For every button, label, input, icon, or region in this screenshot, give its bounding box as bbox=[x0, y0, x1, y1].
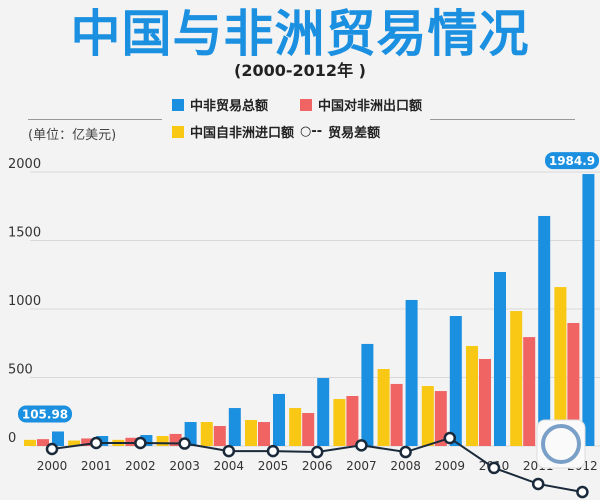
legend-balance: ○-- 贸易差额 bbox=[300, 122, 380, 141]
legend-import: 中国自非洲进口额 bbox=[172, 122, 294, 141]
total-bar bbox=[228, 408, 241, 446]
balance-point bbox=[487, 461, 501, 475]
balance-point bbox=[310, 445, 324, 459]
import-bar bbox=[156, 435, 169, 446]
total-bar bbox=[317, 378, 330, 446]
import-bar bbox=[200, 422, 213, 446]
total-bar bbox=[538, 215, 551, 446]
x-tick-label: 2000 bbox=[37, 459, 68, 473]
y-tick-label: 500 bbox=[8, 363, 33, 378]
export-bar bbox=[567, 322, 580, 446]
export-bar bbox=[523, 337, 536, 446]
import-bar bbox=[245, 419, 257, 446]
total-bar bbox=[494, 272, 506, 446]
x-tick-label: 2005 bbox=[258, 459, 289, 473]
balance-point bbox=[576, 485, 589, 499]
total-bar bbox=[140, 435, 153, 446]
legend-label: 中非贸易总额 bbox=[190, 99, 269, 114]
import-bar bbox=[466, 345, 478, 446]
import-bar bbox=[421, 385, 434, 446]
total-bar bbox=[52, 431, 64, 446]
total-bar bbox=[96, 435, 109, 446]
total-bar bbox=[405, 299, 418, 446]
export-bar bbox=[258, 422, 270, 446]
balance-point bbox=[134, 436, 147, 450]
legend-label: 中国自非洲进口额 bbox=[190, 126, 295, 141]
total-bar bbox=[273, 393, 285, 446]
export-bar bbox=[125, 437, 138, 446]
x-tick-label: 2001 bbox=[81, 459, 112, 473]
unit-label: (单位：亿美元) bbox=[28, 128, 117, 143]
y-tick-label: 0 bbox=[8, 431, 16, 446]
x-tick-label: 2009 bbox=[435, 459, 466, 473]
data-label: 105.98 bbox=[22, 407, 68, 421]
xinhua-logo-ring bbox=[541, 424, 581, 464]
import-bar bbox=[24, 439, 36, 446]
export-bar bbox=[390, 383, 403, 446]
x-tick-label: 2008 bbox=[390, 459, 421, 473]
legend-swatch bbox=[172, 98, 184, 111]
import-bar bbox=[289, 408, 302, 446]
x-tick-label: 2002 bbox=[125, 459, 156, 473]
balance-point bbox=[399, 445, 412, 459]
total-bar bbox=[361, 343, 374, 446]
data-label-bg bbox=[545, 152, 599, 170]
x-tick-label: 2007 bbox=[346, 459, 377, 473]
legend-label: 贸易差额 bbox=[328, 126, 381, 141]
legend-export: 中国对非洲出口额 bbox=[300, 95, 422, 114]
data-label-bg bbox=[18, 405, 72, 423]
x-tick-label: 2006 bbox=[302, 459, 333, 473]
export-bar bbox=[37, 439, 49, 446]
y-tick-label: 2000 bbox=[8, 157, 41, 172]
chart-title: 中国与非洲贸易情况 bbox=[70, 5, 530, 63]
x-tick-label: 2004 bbox=[214, 459, 245, 473]
balance-point bbox=[531, 477, 545, 491]
x-tick-label: 2003 bbox=[169, 459, 200, 473]
chart-subtitle: (2000-2012年 ) bbox=[234, 61, 366, 80]
import-bar bbox=[333, 399, 346, 446]
balance-point bbox=[89, 436, 103, 450]
legend-label: 中国对非洲出口额 bbox=[318, 99, 423, 114]
import-bar bbox=[510, 311, 523, 446]
balance-point bbox=[355, 439, 368, 452]
export-bar bbox=[346, 395, 359, 446]
legend-swatch bbox=[172, 125, 184, 138]
balance-point bbox=[178, 437, 191, 450]
legend-swatch bbox=[300, 98, 312, 111]
total-bar bbox=[582, 174, 595, 446]
divider bbox=[28, 119, 162, 120]
balance-point bbox=[266, 444, 280, 458]
export-bar bbox=[213, 425, 226, 446]
legend-line-marker: ○-- bbox=[300, 124, 323, 139]
balance-point bbox=[45, 442, 59, 456]
import-bar bbox=[68, 440, 81, 446]
import-bar bbox=[554, 287, 567, 446]
y-tick-label: 1500 bbox=[8, 226, 41, 241]
y-tick-label: 1000 bbox=[8, 294, 41, 309]
export-bar bbox=[302, 412, 315, 446]
total-bar bbox=[449, 315, 462, 446]
export-bar bbox=[81, 438, 94, 446]
divider bbox=[430, 119, 575, 120]
legend-total: 中非贸易总额 bbox=[172, 95, 268, 114]
balance-point bbox=[443, 431, 457, 445]
balance-point bbox=[222, 444, 236, 458]
export-bar bbox=[434, 391, 447, 446]
data-label: 1984.9 bbox=[549, 154, 595, 168]
export-bar bbox=[479, 359, 491, 446]
import-bar bbox=[377, 369, 390, 446]
